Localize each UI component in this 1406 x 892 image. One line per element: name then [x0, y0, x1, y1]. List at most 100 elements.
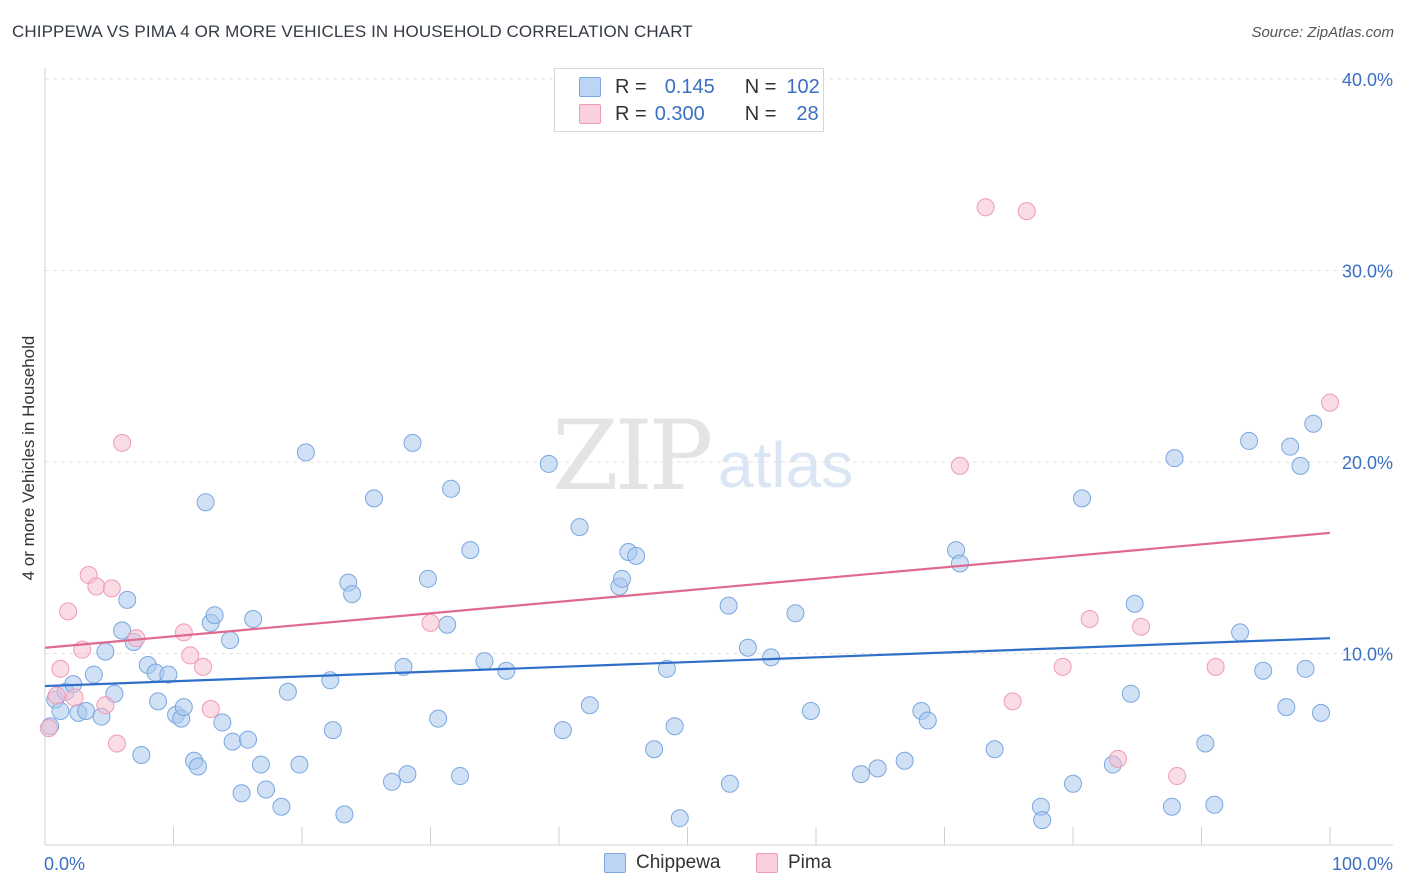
chippewa-point [645, 740, 664, 759]
chippewa-point [461, 541, 480, 560]
pima-point [201, 700, 220, 719]
chippewa-point [1064, 774, 1082, 793]
chippewa-point [851, 765, 870, 784]
chippewa-point [149, 692, 168, 711]
chippewa-point [1205, 795, 1224, 814]
pima-swatch [756, 853, 778, 873]
chippewa-point [627, 546, 646, 565]
chippewa-point [394, 657, 413, 676]
chippewa-point [403, 433, 422, 452]
legend-row-pima: R = 0.300 N = 28 [579, 101, 819, 127]
x-tick-label: 0.0% [44, 854, 85, 874]
chippewa-point [497, 661, 516, 680]
chippewa-label: Chippewa [636, 852, 721, 873]
chippewa-point [1254, 661, 1273, 680]
chippewa-point [113, 621, 132, 640]
chippewa-point [475, 652, 494, 671]
chippewa-point [335, 805, 354, 824]
x-tick-label: 100.0% [1332, 854, 1393, 874]
chart-title: CHIPPEWA VS PIMA 4 OR MORE VEHICLES IN H… [12, 22, 693, 41]
pima-point [1080, 610, 1099, 629]
chippewa-point [323, 721, 342, 740]
chippewa-point [290, 755, 309, 774]
y-tick-label: 40.0% [1342, 70, 1393, 90]
chippewa-point [1312, 703, 1331, 722]
chippewa-point [580, 696, 599, 715]
bottom-legend-pima: Pima [756, 852, 831, 874]
chippewa-point [398, 765, 417, 784]
legend-r-label: R = [615, 102, 647, 125]
chippewa-point [985, 740, 1004, 759]
chippewa-point [1165, 449, 1184, 468]
pima-point [47, 686, 66, 705]
y-tick-label: 30.0% [1342, 262, 1393, 282]
bottom-legend-chippewa: Chippewa [604, 852, 721, 874]
chippewa-point [429, 709, 448, 728]
chippewa-point [1281, 437, 1300, 456]
chippewa-point [451, 767, 470, 786]
legend-row-chippewa: R = 0.145 N = 102 [579, 74, 820, 100]
pima-point [421, 613, 440, 632]
chippewa-point [343, 585, 362, 604]
chippewa-point [1162, 797, 1181, 816]
chippewa-point [84, 665, 103, 684]
chippewa-point [213, 713, 232, 732]
chippewa-point [382, 772, 401, 791]
chippewa-point [868, 759, 887, 778]
y-tick-label: 20.0% [1342, 453, 1393, 473]
chippewa-point [918, 711, 937, 730]
chippewa-point [223, 732, 242, 751]
chippewa-swatch [604, 853, 626, 873]
chippewa-point [553, 721, 572, 740]
watermark-atlas: atlas [718, 429, 854, 501]
pima-point [65, 688, 84, 707]
pima-point [102, 579, 121, 598]
legend-r-label: R = [615, 75, 647, 98]
pima-point [113, 433, 132, 452]
chippewa-point [232, 784, 251, 803]
pima-point [1168, 767, 1187, 786]
pima-point [1321, 393, 1339, 412]
chippewa-point [1296, 659, 1315, 678]
chippewa-point [612, 569, 631, 588]
chippewa-point [438, 615, 457, 634]
chippewa-point [762, 648, 781, 667]
pima-point [194, 657, 213, 676]
legend-n-label: N = [744, 75, 777, 98]
chippewa-point [720, 774, 739, 793]
pima-point [1053, 657, 1072, 676]
pima-point [1017, 202, 1036, 221]
chippewa-point [1125, 594, 1144, 613]
chippewa-point [96, 642, 115, 661]
pima-point [1003, 692, 1022, 711]
chippewa-point [272, 797, 291, 816]
chippewa-point [895, 751, 914, 770]
pima-point [87, 577, 106, 596]
legend-n-label: N = [744, 102, 777, 125]
chippewa-point [1240, 431, 1259, 450]
chippewa-point [257, 780, 276, 799]
chippewa-point [1231, 623, 1250, 642]
pima-point [976, 198, 995, 217]
chippewa-point [188, 757, 207, 776]
chippewa-trend-line [44, 637, 1331, 688]
pima-point [51, 659, 70, 678]
pima-point [39, 719, 58, 738]
chippewa-point [1291, 456, 1310, 475]
chippewa-swatch [579, 77, 601, 97]
pima-point [107, 734, 126, 753]
chippewa-point [418, 569, 437, 588]
chippewa-point [670, 809, 689, 828]
legend-n-value: 28 [796, 102, 819, 125]
legend-r-value: 0.300 [654, 102, 705, 125]
legend-n-value: 102 [786, 75, 820, 98]
chippewa-point [174, 698, 193, 717]
chippewa-point [221, 631, 240, 650]
bottom-legend: Chippewa Pima [0, 852, 1406, 878]
chippewa-point [251, 755, 270, 774]
y-tick-label: 10.0% [1342, 645, 1393, 665]
chippewa-point [118, 590, 137, 609]
chippewa-point [657, 659, 676, 678]
chippewa-point [278, 682, 297, 701]
